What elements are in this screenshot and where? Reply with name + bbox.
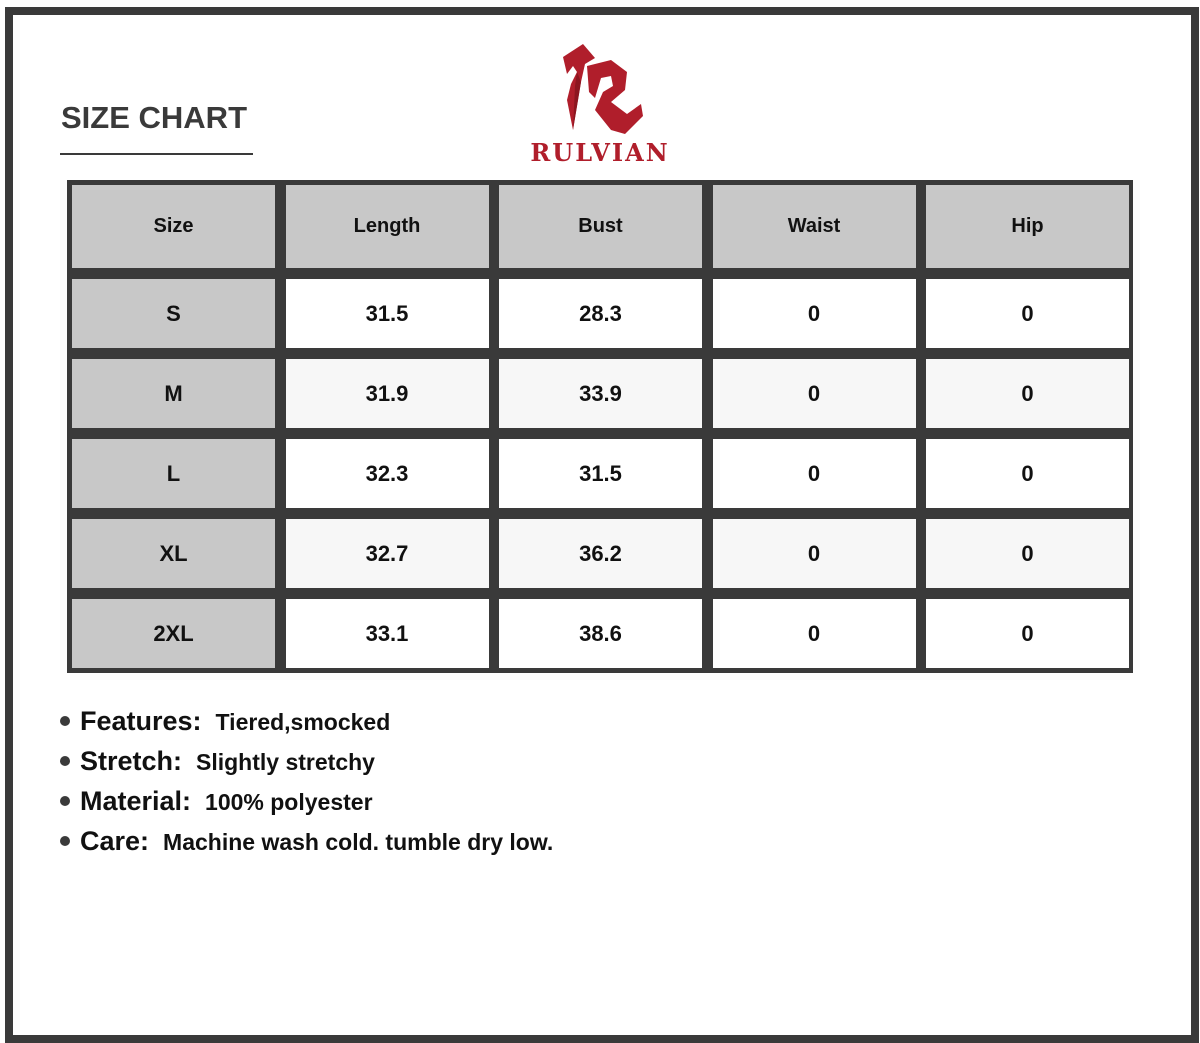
length-cell: 32.3	[285, 439, 489, 508]
brand-r-icon	[563, 44, 643, 134]
note-label: Material:	[80, 786, 192, 816]
bust-cell: 33.9	[499, 359, 702, 428]
brand-name: RULVIAN	[530, 138, 670, 167]
hip-cell: 0	[926, 279, 1129, 348]
bullet-icon	[60, 756, 70, 766]
waist-cell: 0	[712, 519, 916, 588]
hip-cell: 0	[926, 519, 1129, 588]
header-size: Size	[72, 185, 275, 268]
size-cell: XL	[72, 519, 275, 588]
waist-cell: 0	[712, 359, 916, 428]
brand-logo: RULVIAN	[515, 42, 685, 167]
note-material: Material: 100% polyester	[60, 786, 553, 826]
note-label: Care:	[80, 826, 150, 856]
length-cell: 32.7	[285, 519, 489, 588]
bullet-icon	[60, 796, 70, 806]
hip-cell: 0	[926, 439, 1129, 508]
bust-cell: 36.2	[499, 519, 702, 588]
bust-cell: 31.5	[499, 439, 702, 508]
page-title: SIZE CHART	[61, 100, 247, 135]
size-cell: S	[72, 279, 275, 348]
waist-cell: 0	[712, 279, 916, 348]
waist-cell: 0	[712, 599, 916, 668]
bullet-icon	[60, 836, 70, 846]
note-label: Features:	[80, 706, 202, 736]
waist-cell: 0	[712, 439, 916, 508]
header-length: Length	[285, 185, 489, 268]
hip-cell: 0	[926, 359, 1129, 428]
length-cell: 33.1	[285, 599, 489, 668]
note-features: Features: Tiered,smocked	[60, 706, 553, 746]
title-underline	[60, 153, 253, 155]
header-waist: Waist	[712, 185, 916, 268]
bust-cell: 38.6	[499, 599, 702, 668]
length-cell: 31.5	[285, 279, 489, 348]
size-cell: 2XL	[72, 599, 275, 668]
size-table: Size Length Bust Waist Hip S 31.5 28.3 0…	[67, 180, 1133, 673]
note-label: Stretch:	[80, 746, 183, 776]
product-notes: Features: Tiered,smocked Stretch: Slight…	[60, 706, 553, 866]
note-value: 100% polyester	[205, 789, 373, 815]
header-hip: Hip	[926, 185, 1129, 268]
bullet-icon	[60, 716, 70, 726]
bust-cell: 28.3	[499, 279, 702, 348]
hip-cell: 0	[926, 599, 1129, 668]
note-value: Tiered,smocked	[215, 709, 391, 735]
note-value: Slightly stretchy	[196, 749, 375, 775]
note-stretch: Stretch: Slightly stretchy	[60, 746, 553, 786]
size-cell: L	[72, 439, 275, 508]
note-value: Machine wash cold. tumble dry low.	[163, 829, 554, 855]
note-care: Care: Machine wash cold. tumble dry low.	[60, 826, 553, 866]
header-bust: Bust	[499, 185, 702, 268]
size-cell: M	[72, 359, 275, 428]
length-cell: 31.9	[285, 359, 489, 428]
